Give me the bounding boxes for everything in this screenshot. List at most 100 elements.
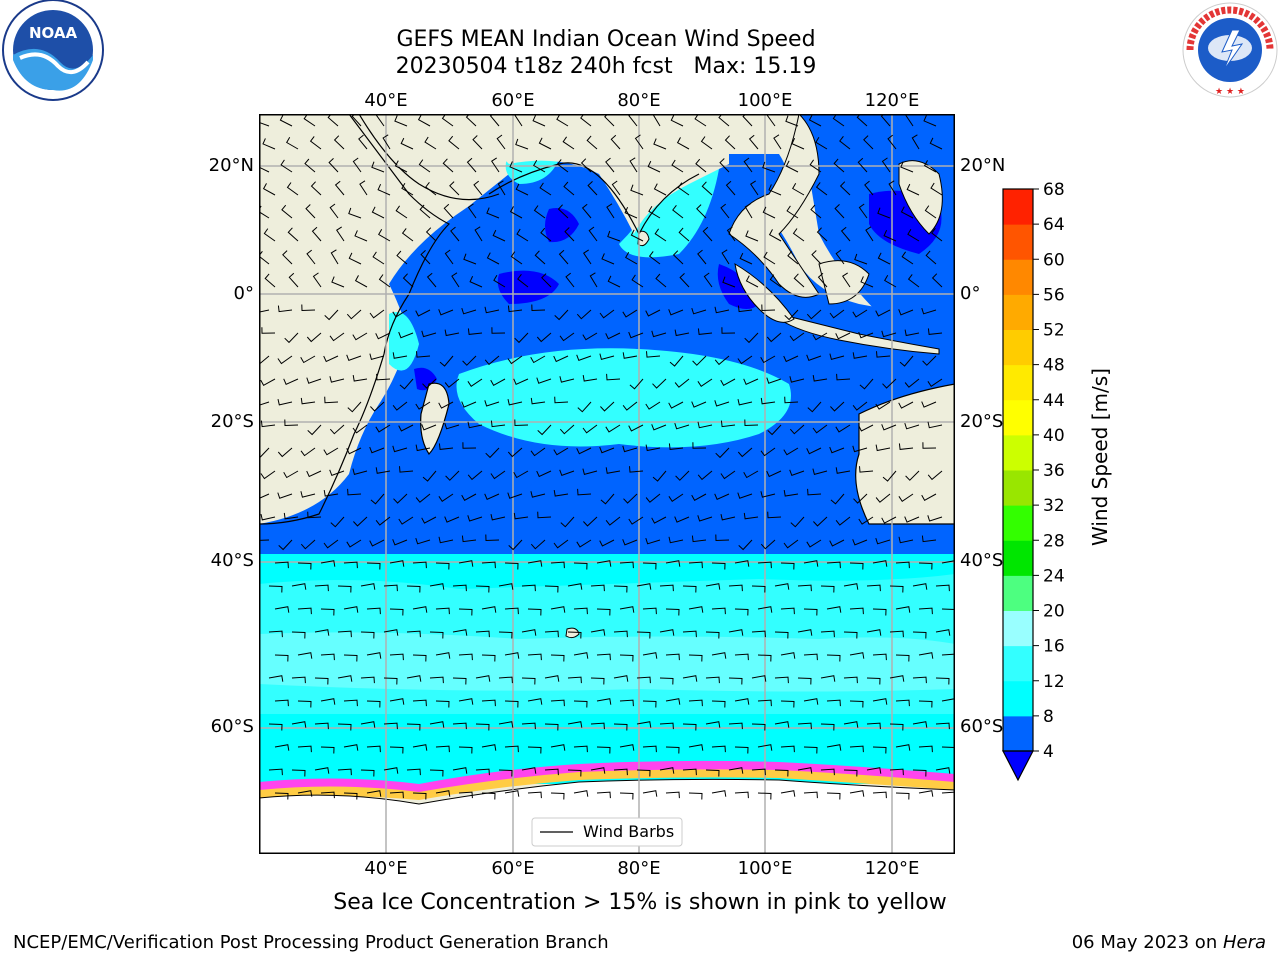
wind-barb: [398, 424, 414, 432]
colorbar-tick-label: 12: [1043, 672, 1065, 692]
wind-barb: [610, 134, 621, 150]
wind-barb: [375, 424, 391, 433]
wind-barb: [760, 491, 776, 498]
wind-barb: [398, 331, 414, 339]
wind-barb: [734, 698, 750, 705]
map-frame: [259, 114, 955, 854]
wind-barb: [527, 698, 543, 705]
wind-barb: [475, 675, 491, 682]
wind-barb: [927, 328, 943, 335]
wind-barb: [590, 677, 605, 685]
wind-barb: [360, 769, 375, 777]
wind-barb: [283, 512, 299, 520]
wind-barb: [672, 250, 684, 265]
wind-barb: [274, 654, 289, 662]
wind-barb: [863, 135, 874, 150]
wind-barb: [734, 560, 750, 567]
colorbar-tick-label: 20: [1043, 602, 1065, 622]
wind-barb: [807, 488, 822, 496]
wind-barb: [797, 677, 812, 685]
wind-barb: [705, 631, 720, 639]
wind-barb: [816, 227, 828, 242]
wind-barb: [564, 227, 575, 242]
lon-tick-top: 40°E: [364, 90, 408, 111]
wind-barb: [444, 378, 460, 388]
wind-barb: [629, 157, 638, 173]
wind-barb: [581, 203, 592, 219]
wind-barb: [371, 161, 385, 173]
wind-barb: [484, 493, 500, 500]
wind-barb: [852, 401, 868, 411]
wind-barb: [489, 114, 500, 127]
wind-barb: [320, 560, 336, 567]
wind-barb: [596, 608, 611, 616]
lat-tick-right: 20°N: [960, 155, 1006, 176]
wind-barb: [300, 491, 316, 498]
wind-barb: [857, 157, 868, 173]
wind-barb: [421, 516, 437, 524]
wind-barb: [531, 304, 546, 312]
wind-barb: [268, 723, 283, 731]
wind-barb: [421, 330, 437, 338]
colorbar-segment: [1003, 399, 1033, 436]
wind-barb: [745, 275, 759, 288]
wind-barb: [307, 424, 322, 436]
wind-barb: [452, 584, 467, 592]
wind-barb: [586, 135, 598, 150]
wind-barb: [875, 444, 891, 452]
wind-barb: [881, 330, 897, 338]
wind-barb: [435, 700, 450, 708]
colorbar-segment: [1003, 680, 1033, 717]
wind-barb: [307, 511, 322, 519]
wind-barb: [721, 327, 736, 334]
lat-tick-right: 40°S: [960, 550, 1004, 571]
wind-barb: [461, 493, 477, 501]
wind-barb: [705, 583, 721, 590]
wind-barb: [406, 630, 421, 638]
wind-barb: [668, 401, 684, 409]
wind-barb: [262, 183, 276, 196]
wind-barb: [521, 677, 536, 685]
wind-barb: [904, 378, 920, 388]
wind-barb: [475, 585, 490, 593]
wind-barb: [401, 182, 414, 196]
wind-barb: [901, 251, 914, 265]
wind-barb: [858, 203, 868, 219]
wind-barb: [530, 491, 546, 498]
wind-barb: [394, 115, 408, 127]
wind-barb: [613, 630, 628, 638]
wind-barb: [567, 721, 583, 728]
wind-barb: [647, 160, 661, 173]
wind-barb: [906, 183, 920, 196]
wind-barb: [659, 584, 674, 592]
wind-barb: [605, 467, 621, 474]
wind-barb: [323, 539, 339, 549]
wind-barb: [927, 470, 943, 481]
wind-barb: [812, 468, 828, 476]
wind-barb: [872, 746, 887, 754]
wind-barb: [402, 273, 414, 288]
wind-barb: [412, 792, 427, 800]
wind-barb: [490, 513, 506, 521]
wind-barb: [347, 488, 362, 496]
wind-barb: [665, 746, 680, 754]
wind-barb: [300, 539, 316, 550]
sea-ice-edge: [259, 760, 955, 796]
wind-barb: [872, 608, 887, 616]
wind-barb: [530, 539, 546, 550]
wind-barb: [829, 353, 845, 361]
wind-barb: [375, 467, 391, 474]
wind-barb: [887, 134, 897, 150]
wind-barb: [346, 309, 362, 320]
wind-barb: [780, 652, 796, 659]
wind-barb: [757, 606, 773, 613]
wind-barb: [443, 203, 454, 219]
wind-barb: [314, 767, 330, 774]
wind-barb: [300, 447, 316, 457]
wind-barb: [935, 584, 950, 592]
wind-barb: [826, 792, 841, 800]
wind-barb: [406, 675, 422, 682]
colorbar-tick-label: 28: [1043, 531, 1065, 551]
wind-barb: [287, 227, 299, 242]
